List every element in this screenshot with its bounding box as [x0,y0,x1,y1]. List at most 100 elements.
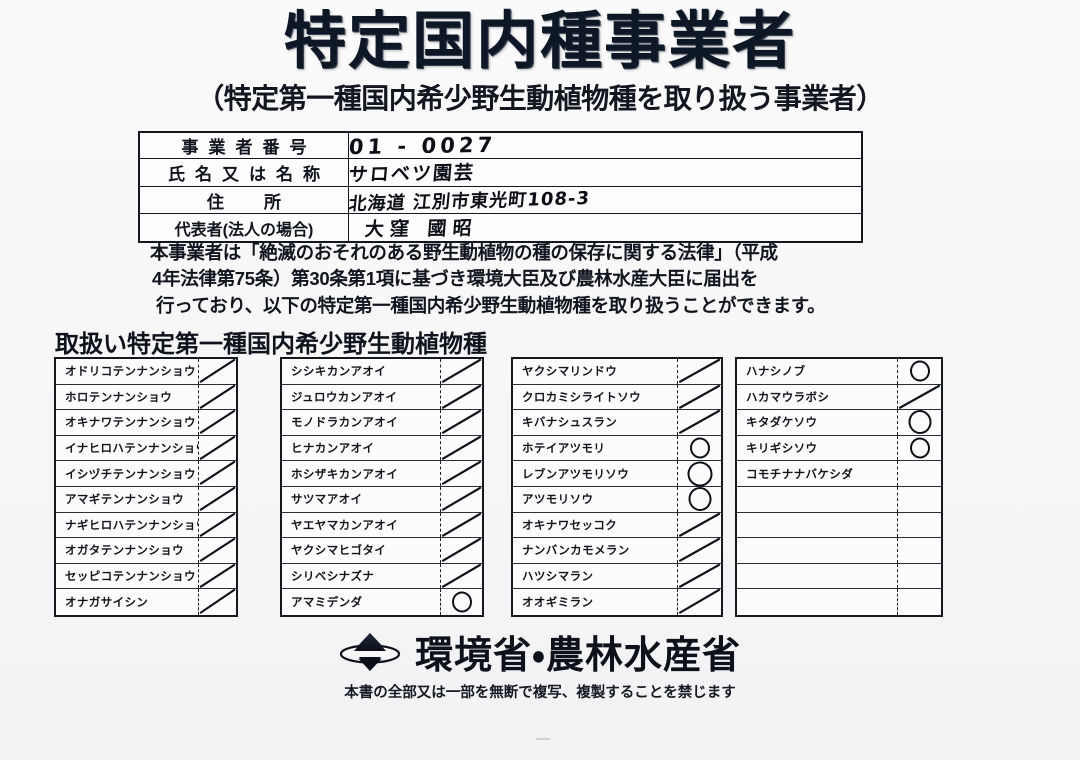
species-name: オガタテンナンショウ [65,543,184,558]
species-name: ヤクシマヒゴタイ [291,543,387,558]
species-mark-cell[interactable] [897,512,941,538]
species-row: オオギミラン [513,589,721,615]
species-mark-cell[interactable] [677,538,721,563]
strike-mark-icon [441,512,482,537]
species-mark-cell[interactable] [198,358,236,384]
species-name: サツマアオイ [291,492,363,507]
species-mark-cell[interactable] [440,435,482,461]
species-mark-cell[interactable] [897,538,941,563]
species-row: ジュロウカンアオイ [282,384,482,411]
species-row: アマミデンダ [282,589,482,615]
strike-mark-icon [199,589,236,615]
species-row: キバナシュスラン [513,410,721,436]
legal-statement-line-1: 本事業者は「絶滅のおそれのある野生動植物の種の保存に関する法律」（平成 [150,242,778,263]
species-mark-cell[interactable] [440,358,482,384]
strike-mark-icon [199,435,236,460]
species-mark-cell[interactable] [677,435,721,461]
species-mark-cell[interactable] [897,461,941,486]
species-mark-cell[interactable] [198,563,236,589]
species-mark-cell[interactable] [198,461,236,486]
species-mark-cell[interactable] [198,538,236,563]
species-row: コモチナナバケシダ [737,461,941,487]
table-row-address: 住所 北海道 江別市東光町108-3 [138,186,863,215]
strike-mark-icon [678,589,721,615]
species-name: ホテイアツモリ [522,441,606,456]
species-mark-cell[interactable] [677,486,721,513]
strike-mark-icon [678,563,721,588]
species-name: ヒナカンアオイ [291,441,375,456]
species-mark-cell[interactable] [440,384,482,410]
species-mark-cell[interactable] [677,512,721,538]
species-mark-cell[interactable] [440,486,482,512]
species-mark-cell[interactable] [677,384,721,410]
species-name: シシキカンアオイ [291,364,387,379]
strike-mark-icon [199,358,236,383]
species-name: ナンバンカモメラン [522,543,630,558]
species-mark-cell[interactable] [440,589,482,615]
species-mark-cell[interactable] [677,358,721,384]
species-mark-cell[interactable] [897,486,941,512]
species-row: キリギシソウ [737,435,941,462]
page-subtitle: （特定第一種国内希少野生動植物種を取り扱う事業者） [196,83,884,115]
species-mark-cell[interactable] [440,512,482,538]
handwritten-business-number: 01 - 0027 [348,132,497,159]
strike-mark-icon [678,512,721,537]
species-mark-cell[interactable] [198,410,236,435]
species-mark-cell[interactable] [440,461,482,486]
ministry-line: 環境省・農林水産省 [0,624,1080,679]
moe-logo-icon [339,632,401,671]
strike-mark-icon [678,538,721,562]
species-mark-cell[interactable] [677,410,721,435]
species-name: オキナワセッコク [522,517,618,532]
circle-mark-icon [908,359,931,383]
handwritten-name: サロベツ園芸 [347,161,476,187]
species-name: アマギテンナンショウ [65,492,184,507]
species-mark-cell[interactable] [440,563,482,589]
strike-mark-icon [441,461,482,486]
title-block: 特定国内種事業者 （特定第一種国内希少野生動植物種を取り扱う事業者） [0,8,1080,117]
species-mark-cell[interactable] [198,589,236,615]
species-mark-cell[interactable] [198,486,236,512]
strike-mark-icon [441,410,482,434]
species-mark-cell[interactable] [677,459,721,488]
species-mark-cell[interactable] [897,589,941,615]
species-row: レブンアツモリソウ [513,459,721,488]
species-row: ヤクシマヒゴタイ [282,538,482,564]
value-business-number: 01 - 0027 [348,131,863,159]
species-row: オナガサイシン [56,589,236,615]
species-mark-cell[interactable] [897,435,941,461]
strike-mark-icon [199,410,236,434]
species-name: ナギヒロハテンナンショウ [65,517,198,532]
species-mark-cell[interactable] [897,563,941,589]
table-row-representative: 代表者(法人の場合) 大窪 國昭 [138,213,863,243]
species-mark-cell[interactable] [198,512,236,538]
species-mark-cell[interactable] [897,384,941,410]
strike-mark-icon [898,384,941,409]
species-row: イナヒロハテンナンショウ [56,435,236,462]
species-mark-cell[interactable] [677,589,721,615]
species-name: ハツシマラン [522,569,594,584]
species-row: オガタテンナンショウ [56,538,236,564]
strike-mark-icon [441,384,482,409]
strike-mark-icon [441,563,482,588]
species-row: シリベシナズナ [282,563,482,590]
ministry-name: 環境省・農林水産省 [415,635,741,677]
strike-mark-icon [199,486,236,511]
species-mark-cell[interactable] [198,384,236,410]
species-row: オキナワセッコク [513,512,721,539]
species-row: モノドラカンアオイ [282,410,482,436]
species-mark-cell[interactable] [677,563,721,589]
species-column-2: シシキカンアオイ ジュロウカンアオイ モノドラカンアオイ ヒナカンアオイ ホシザキカンア… [280,357,484,617]
species-mark-cell[interactable] [897,409,941,436]
species-mark-cell[interactable] [440,538,482,563]
species-row: ナギヒロハテンナンショウ [56,512,236,539]
species-mark-cell[interactable] [897,359,941,384]
species-name: クロカミシライトソウ [522,389,641,404]
species-row: ハナシノブ [737,359,941,385]
species-mark-cell[interactable] [198,435,236,461]
species-row: クロカミシライトソウ [513,384,721,411]
species-mark-cell[interactable] [440,410,482,435]
circle-mark-icon [686,486,713,513]
strike-mark-icon [678,358,721,383]
species-name: ハナシノブ [746,364,806,379]
